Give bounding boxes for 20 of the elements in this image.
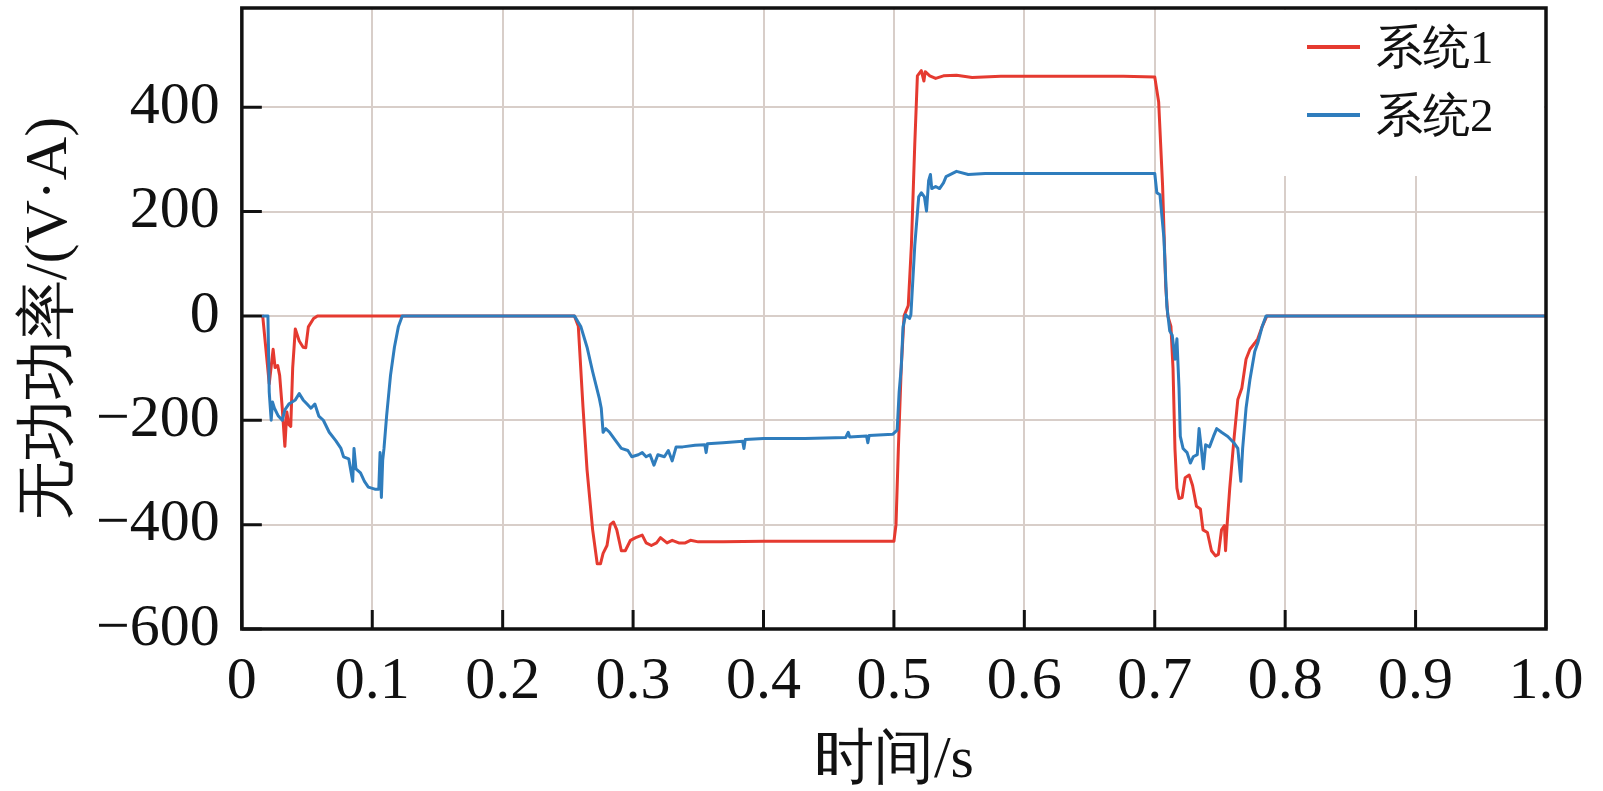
x-tick-label: 0.8 [1247,644,1323,711]
x-axis-title: 时间/s [813,723,974,790]
x-tick-label: 0.4 [726,644,801,711]
x-tick-label: 0.5 [856,644,932,711]
y-tick-label: 200 [129,174,220,241]
y-axis-title: 无功功率/(V·A) [12,116,79,521]
x-tick-label: 0.2 [465,644,541,711]
x-tick-label: 0.3 [595,644,671,711]
x-tick-label: 1.0 [1508,644,1584,711]
x-tick-label: 0.6 [986,644,1062,711]
x-tick-label: 0.9 [1378,644,1454,711]
legend-label: 系统1 [1376,19,1494,75]
y-tick-label: 0 [189,278,220,345]
legend-label: 系统2 [1376,87,1494,143]
y-tick-label: −400 [95,487,220,554]
y-tick-label: 400 [129,69,220,136]
x-tick-label: 0.7 [1117,644,1193,711]
x-tick-label: 0.1 [334,644,410,711]
y-tick-label: −200 [95,383,220,450]
y-tick-label: −600 [95,591,220,658]
